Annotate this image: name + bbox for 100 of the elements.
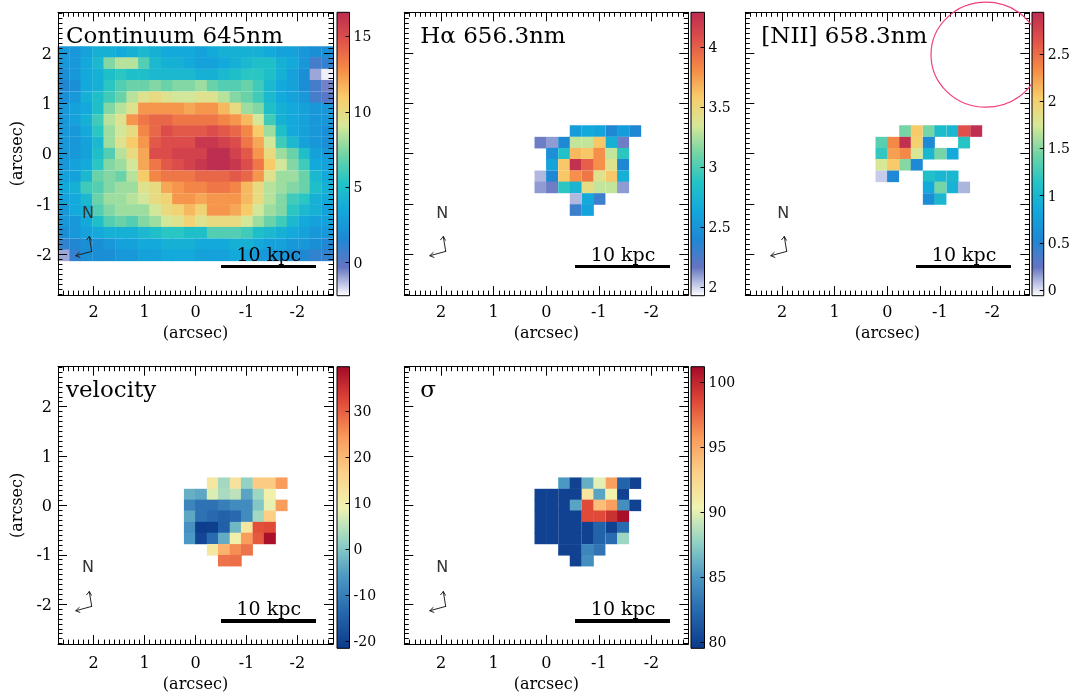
annotation: N [436,557,449,577]
x-tick-label: -2 [643,301,660,321]
point [195,510,208,523]
point [569,499,582,512]
point [569,477,582,489]
point [958,136,971,149]
x-tick-label: 2 [436,301,447,321]
color-bar-label: 30 [353,403,372,420]
point [605,477,618,489]
color-bar-label: 2 [708,279,718,296]
point [195,532,208,545]
point [546,499,559,512]
point [229,554,242,567]
point [593,521,606,534]
y-tick-label: 2 [41,43,52,63]
y-tick-label: -2 [36,244,52,264]
point [887,136,900,149]
x-tick-label: -1 [238,301,255,321]
point [218,477,231,489]
point [617,488,630,501]
point [218,532,231,545]
point [617,510,630,523]
color-bar-label: 0 [353,541,363,558]
point [593,544,606,556]
point [970,125,983,137]
point [569,158,582,171]
point [887,158,900,171]
point [569,181,582,194]
point [218,488,231,501]
point [946,125,959,137]
point [875,158,888,171]
point [629,499,642,512]
point [275,477,288,489]
point [946,170,959,183]
point [593,193,606,205]
point [558,510,571,523]
chart-title: Hα 656.3nm [420,21,566,48]
x-tick-label: 0 [882,301,893,321]
color-bar-label: 20 [353,449,372,466]
x-tick-label: 0 [541,652,552,672]
point [581,158,594,171]
point [558,544,571,556]
x-tick-label: -1 [932,301,948,321]
point [263,532,276,545]
point [958,125,971,137]
point [581,477,594,489]
color-bar-label: 3.5 [708,99,731,116]
chart-title: velocity [65,376,157,403]
point [593,147,606,160]
point [581,554,594,567]
point [558,488,571,501]
point [546,147,559,160]
color-bar-label: 0 [1047,282,1057,299]
point [899,125,912,137]
point [617,499,630,512]
point [617,181,630,194]
y-axis-title: (arcsec) [6,472,26,539]
annotation: 10 kpc [931,242,997,265]
point [934,170,947,183]
point [887,147,900,160]
annotation: N [436,202,449,222]
point [569,521,582,534]
point [195,521,208,534]
point [206,477,219,489]
point [218,510,231,523]
point [218,544,231,556]
point [910,136,923,149]
annotation: N [82,202,94,222]
chart-title: Continuum 645nm [66,21,284,48]
color-bar-label: 4 [708,39,718,56]
color-bar-label: -10 [353,587,377,604]
point [195,488,208,501]
point [593,136,606,149]
point [581,125,594,137]
color-bar-label: 15 [353,28,372,45]
x-axis-title: (arcsec) [162,322,229,342]
point [240,477,253,489]
point [218,521,231,534]
x-tick-label: -2 [643,652,660,672]
point [546,136,559,149]
point [546,158,559,171]
point [240,521,253,534]
x-tick-label: 1 [488,652,499,672]
point [558,477,571,489]
point [240,544,253,556]
point [934,125,947,137]
color-bar-label: 5 [353,179,363,196]
point [958,181,971,194]
point [252,477,265,489]
point [899,136,912,149]
point [934,147,947,160]
point [558,181,571,194]
x-tick-label: 2 [436,652,447,672]
point [593,170,606,183]
annotation: 10 kpc [590,242,656,265]
color-bar-label: 10 [353,103,372,120]
point [240,488,253,501]
color-bar-label: 2.5 [708,219,731,236]
point [240,510,253,523]
point [240,532,253,545]
